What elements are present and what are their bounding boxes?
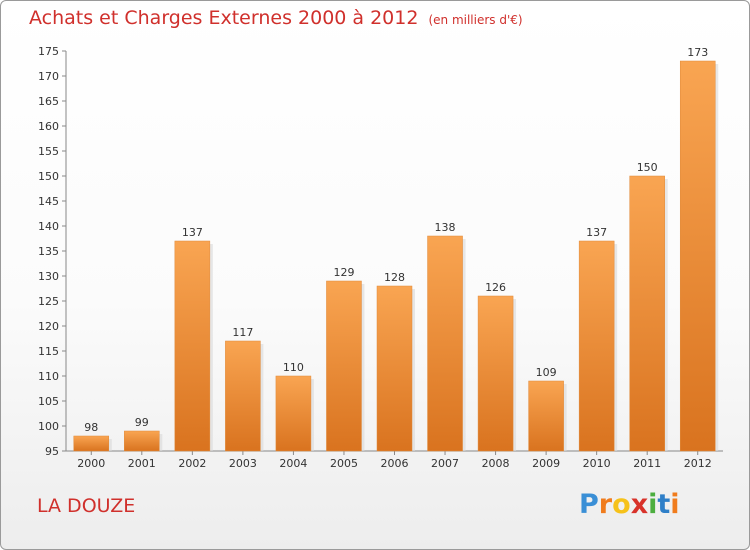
bars (73, 60, 719, 452)
y-tick-label: 150 (38, 170, 59, 183)
x-tick-label: 2001 (128, 457, 156, 470)
x-tick-label: 2007 (431, 457, 459, 470)
x-tick-label: 2002 (178, 457, 206, 470)
bar-2001 (124, 430, 160, 452)
chart-title: Achats et Charges Externes 2000 à 2012 (e… (29, 7, 523, 29)
value-label: 99 (135, 416, 149, 429)
logo-letter: i (648, 489, 658, 520)
y-tick-label: 140 (38, 220, 59, 233)
x-tick-label: 2010 (583, 457, 611, 470)
y-tick-label: 125 (38, 295, 59, 308)
bar-2009 (528, 380, 564, 452)
logo-letter: o (612, 489, 631, 520)
value-label: 150 (637, 161, 658, 174)
bar-2011 (629, 175, 665, 452)
y-tick-label: 145 (38, 195, 59, 208)
x-tick-label: 2004 (279, 457, 307, 470)
value-label: 138 (435, 221, 456, 234)
logo-letter: i (670, 489, 680, 520)
y-tick-label: 110 (38, 370, 59, 383)
y-tick-label: 95 (45, 445, 59, 458)
value-label: 117 (232, 326, 253, 339)
value-label: 109 (536, 366, 557, 379)
value-label: 129 (333, 266, 354, 279)
value-label: 137 (182, 226, 203, 239)
logo-letter: r (598, 489, 613, 520)
y-tick-label: 105 (38, 395, 59, 408)
bar-2002 (174, 240, 211, 452)
value-label: 126 (485, 281, 506, 294)
x-tick-label: 2009 (532, 457, 560, 470)
bar-2006 (376, 285, 413, 452)
bar-2005 (326, 280, 362, 452)
y-tick-label: 175 (38, 45, 59, 58)
proxiti-logo: Proxiti (579, 489, 680, 520)
y-tick-label: 170 (38, 70, 59, 83)
y-tick-label: 115 (38, 345, 59, 358)
x-tick-label: 2003 (229, 457, 257, 470)
logo-letter: x (630, 489, 649, 520)
bar-2000 (73, 435, 110, 452)
value-label: 137 (586, 226, 607, 239)
y-tick-label: 165 (38, 95, 59, 108)
y-tick-label: 155 (38, 145, 59, 158)
bar-2004 (275, 375, 312, 452)
y-tick-label: 100 (38, 420, 59, 433)
bar-2008 (477, 295, 514, 452)
bar-2012 (679, 60, 716, 452)
y-tick-label: 135 (38, 245, 59, 258)
commune-name: LA DOUZE (37, 495, 136, 517)
chart-title-text: Achats et Charges Externes 2000 à 2012 (29, 7, 419, 29)
value-labels: 98 99 137 117 110 129 128 138 126 109 137 150 173 (84, 46, 708, 434)
x-tick-label: 2005 (330, 457, 358, 470)
x-tick-label: 2000 (77, 457, 105, 470)
logo-letter: P (579, 489, 599, 520)
x-tick-label: 2012 (684, 457, 712, 470)
x-tick-label: 2008 (482, 457, 510, 470)
value-label: 110 (283, 361, 304, 374)
value-label: 173 (687, 46, 708, 59)
bar-2010 (578, 240, 615, 452)
bar-2003 (225, 340, 261, 452)
logo-letter: t (657, 489, 671, 520)
x-tick-label: 2011 (633, 457, 661, 470)
chart-subtitle: (en milliers d'€) (428, 13, 523, 27)
x-tick-label: 2006 (381, 457, 409, 470)
value-label: 98 (84, 421, 98, 434)
y-tick-label: 130 (38, 270, 59, 283)
y-tick-label: 160 (38, 120, 59, 133)
bar-2007 (427, 235, 463, 452)
y-tick-label: 120 (38, 320, 59, 333)
value-label: 128 (384, 271, 405, 284)
